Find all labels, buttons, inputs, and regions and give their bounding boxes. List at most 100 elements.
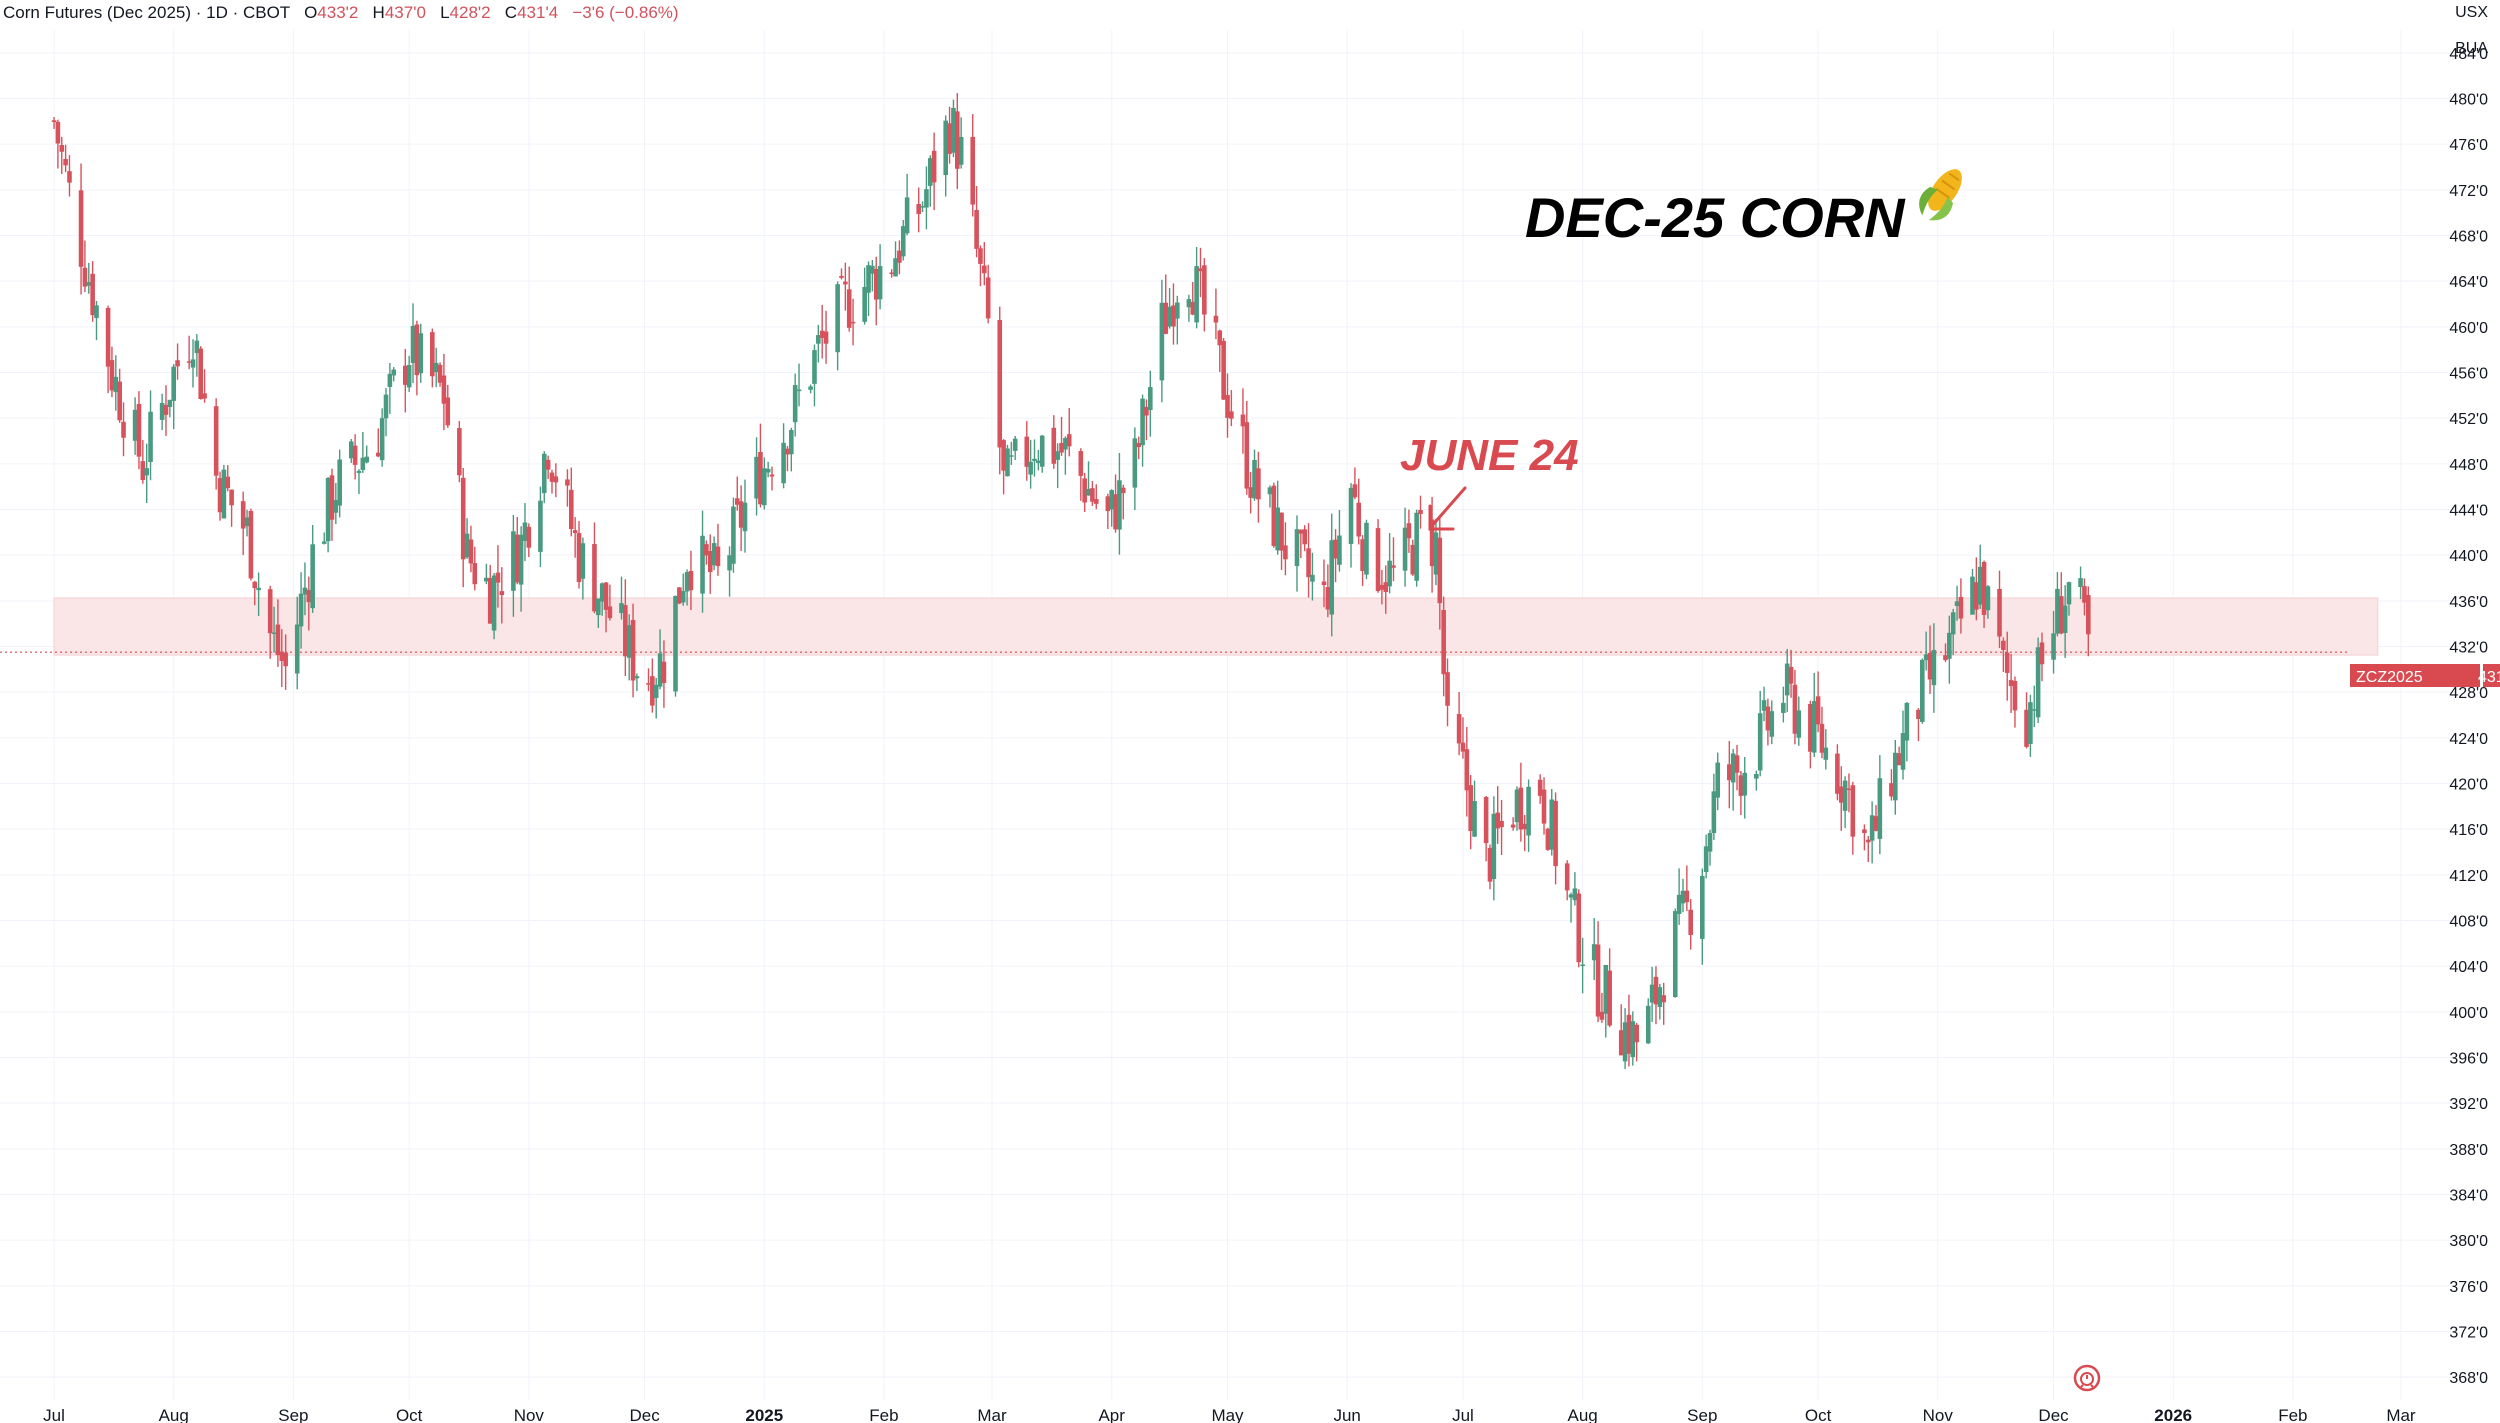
candle-body (731, 506, 736, 564)
candle (1823, 729, 1829, 770)
candle (796, 363, 802, 407)
candle-body (1572, 888, 1578, 901)
symbol-title: Corn Futures (Dec 2025) · 1D · CBOT (3, 3, 290, 22)
candle-body (673, 595, 678, 692)
candle-body (599, 583, 605, 602)
corn-icon (1919, 169, 1962, 221)
candle-body (198, 348, 204, 400)
candle (2066, 581, 2072, 616)
candle (1985, 585, 1991, 619)
x-tick-label: Sep (1687, 1406, 1717, 1423)
candle-body (1873, 816, 1879, 831)
candle-body (2024, 709, 2029, 747)
candle (321, 532, 327, 545)
x-tick-label: Dec (630, 1406, 661, 1423)
candle (1838, 766, 1844, 831)
y-tick-label: 408'0 (2449, 914, 2488, 931)
candle-body (387, 373, 393, 387)
candle-body (1186, 299, 1192, 308)
candle (1711, 773, 1717, 840)
candle (460, 467, 466, 588)
y-tick-label: 464'0 (2449, 274, 2488, 291)
candle-body (472, 563, 478, 585)
candle-body (1649, 984, 1655, 1003)
candle (225, 465, 231, 492)
candle (410, 303, 416, 384)
candle-body (1036, 460, 1041, 464)
candle-body (1221, 340, 1226, 400)
candle (491, 572, 497, 640)
x-tick-label: Jul (43, 1406, 65, 1423)
candle (418, 323, 424, 383)
candle-body (1537, 779, 1543, 796)
candle (484, 563, 489, 585)
candle (1954, 585, 1960, 621)
candle (457, 420, 462, 483)
candle-body (1163, 302, 1169, 334)
candle-body (634, 676, 640, 679)
candle (626, 614, 632, 681)
candle-body (1213, 315, 1219, 323)
candle-body (1460, 742, 1466, 752)
candle (873, 256, 879, 326)
candle-body (1175, 302, 1180, 319)
candle-body (1711, 791, 1717, 834)
candle-body (352, 445, 358, 465)
candle (1410, 539, 1416, 576)
candle (2028, 694, 2033, 757)
candle-body (1410, 544, 1416, 575)
candle-body (59, 145, 65, 152)
candle (897, 240, 902, 275)
candle-body (1754, 773, 1759, 779)
candle-body (1028, 461, 1033, 475)
candle (808, 384, 813, 394)
y-tick-label: 448'0 (2449, 457, 2488, 474)
y-tick-label: 388'0 (2449, 1142, 2488, 1159)
y-axis: 484'0 480'0 476'0 472'0 468'0 464'0 460'0 456'0… (2449, 46, 2488, 1387)
candle (954, 93, 960, 190)
candle-body (78, 190, 84, 267)
candle-body (136, 404, 142, 457)
candle (1947, 615, 1952, 684)
candle (877, 244, 883, 310)
candle (1788, 649, 1794, 698)
candle (916, 187, 921, 233)
candle-body (823, 331, 829, 344)
candle-body (1707, 833, 1713, 852)
candle (1147, 370, 1153, 437)
arrow-down-left-icon (1428, 486, 1467, 531)
y-tick-label: 476'0 (2449, 137, 2488, 154)
candle-body (1132, 438, 1138, 488)
candle (1553, 792, 1558, 885)
x-tick-label: May (1211, 1406, 1244, 1423)
candle-body (1765, 706, 1771, 731)
candle-body (144, 468, 149, 476)
candle-body (1082, 478, 1087, 503)
candle (433, 347, 439, 388)
candle (1491, 796, 1497, 901)
candle-body (1842, 780, 1848, 811)
candle-body (1310, 574, 1315, 582)
candle (2058, 572, 2064, 635)
candle-body (391, 369, 397, 376)
candle (406, 355, 412, 392)
candle (843, 262, 848, 311)
candle (700, 510, 705, 613)
candle (1252, 449, 1257, 501)
candle (673, 595, 678, 697)
candle (1217, 329, 1223, 373)
candle-body (1862, 829, 1867, 833)
candle (2085, 586, 2091, 657)
candle (982, 242, 987, 286)
candle (171, 364, 177, 430)
candle-body (491, 575, 497, 631)
candle-body (321, 541, 327, 544)
candle-body (1499, 820, 1504, 828)
candle (1310, 552, 1315, 601)
measure-unit[interactable]: BUA (2455, 40, 2488, 57)
candle-body (379, 418, 385, 461)
candle-body (403, 365, 408, 385)
alarm-clock-icon[interactable] (2073, 1364, 2101, 1392)
currency-unit[interactable]: USX (2455, 4, 2488, 21)
